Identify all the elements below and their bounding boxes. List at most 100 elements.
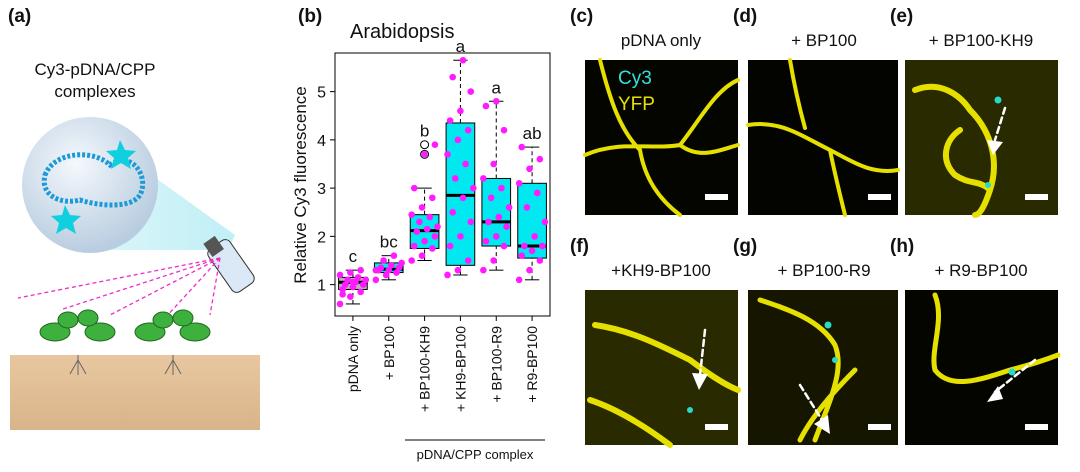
panel-label: (e) — [890, 6, 913, 27]
data-point — [395, 264, 403, 272]
data-point — [434, 223, 441, 231]
panel-a-art — [10, 117, 260, 430]
data-point — [357, 266, 364, 274]
data-point — [385, 266, 393, 274]
data-point — [528, 247, 536, 255]
data-point — [521, 242, 528, 250]
data-point — [467, 218, 475, 226]
data-point — [523, 204, 531, 211]
data-point — [408, 211, 415, 218]
data-point — [503, 223, 510, 231]
data-point — [518, 252, 526, 259]
outlier — [420, 149, 430, 159]
data-point — [347, 269, 354, 276]
plot-frame — [334, 52, 551, 317]
data-point — [341, 281, 349, 288]
channel-label: YFP — [618, 94, 655, 115]
x-tick-label: + KH9-BP100 — [452, 326, 468, 412]
significance-letter: ab — [523, 124, 542, 143]
data-point — [398, 259, 405, 267]
data-point — [344, 276, 352, 284]
data-point — [413, 228, 421, 235]
data-point — [482, 102, 490, 110]
data-point — [359, 281, 367, 288]
data-point — [480, 266, 487, 274]
data-point — [485, 218, 492, 226]
y-tick-label: 1 — [317, 278, 326, 295]
significance-letter: a — [456, 37, 466, 56]
image-title: pDNA only — [621, 31, 702, 50]
data-point — [418, 204, 426, 211]
data-point — [464, 257, 472, 264]
data-point — [377, 264, 385, 272]
data-point — [382, 271, 390, 279]
data-point — [444, 271, 451, 279]
data-point — [462, 160, 469, 168]
data-point — [531, 233, 538, 240]
data-point — [526, 266, 533, 274]
data-point — [357, 288, 364, 296]
data-point — [446, 242, 454, 250]
data-point — [431, 141, 439, 148]
data-point — [500, 126, 508, 134]
data-point — [495, 213, 503, 221]
data-point — [410, 242, 418, 250]
data-point — [498, 184, 505, 192]
data-point — [372, 266, 380, 274]
panel-label: (d) — [733, 6, 757, 27]
data-point — [347, 293, 354, 300]
data-point — [539, 242, 546, 250]
y-tick-label: 2 — [317, 229, 326, 246]
panel-label: (b) — [298, 6, 322, 27]
data-point — [457, 233, 464, 240]
data-point — [457, 107, 464, 115]
image-title: + BP100 — [791, 31, 857, 50]
x-tick-label: + BP100-R9 — [488, 326, 504, 403]
data-point — [388, 262, 395, 269]
data-point — [526, 165, 533, 173]
y-axis-label: Relative Cy3 fluorescence — [291, 86, 310, 283]
panel-label: (h) — [890, 236, 914, 257]
significance-letter: c — [349, 247, 358, 266]
data-point — [470, 184, 477, 192]
data-point — [421, 151, 428, 158]
data-point — [390, 252, 398, 259]
group-label: pDNA/CPP complex — [417, 447, 534, 462]
data-point — [492, 233, 500, 240]
data-point — [372, 276, 380, 284]
data-point — [349, 283, 357, 291]
data-point — [423, 225, 431, 233]
data-point — [431, 233, 439, 240]
data-point — [426, 213, 434, 221]
data-point — [349, 278, 357, 286]
significance-letter: a — [492, 78, 502, 97]
panel-label: (g) — [733, 236, 757, 257]
x-tick-label: + BP100-KH9 — [417, 326, 433, 412]
channel-label: Cy3 — [618, 68, 652, 89]
x-tick-label: pDNA only — [345, 326, 361, 392]
data-point — [482, 237, 490, 245]
data-point — [459, 194, 467, 202]
outlier — [420, 140, 430, 150]
y-tick-label: 3 — [317, 181, 326, 198]
panel-label: (c) — [570, 6, 593, 27]
data-point — [410, 184, 418, 192]
data-point — [536, 257, 544, 264]
data-point — [533, 189, 541, 197]
caption-line: Cy3-pDNA/CPP — [35, 60, 156, 79]
data-point — [336, 300, 344, 308]
data-point — [505, 204, 513, 211]
y-tick-label: 4 — [317, 133, 326, 150]
data-point — [429, 194, 436, 202]
data-point — [490, 257, 497, 264]
data-point — [393, 269, 400, 276]
panel-label: (a) — [8, 6, 31, 27]
data-point — [408, 257, 415, 264]
data-point — [518, 143, 526, 151]
data-point — [467, 88, 475, 95]
data-point — [536, 155, 544, 163]
data-point — [446, 117, 454, 124]
image-title: + BP100-R9 — [777, 261, 870, 280]
x-tick-label: + BP100 — [381, 326, 397, 380]
x-tick-label: + R9-BP100 — [524, 326, 540, 403]
